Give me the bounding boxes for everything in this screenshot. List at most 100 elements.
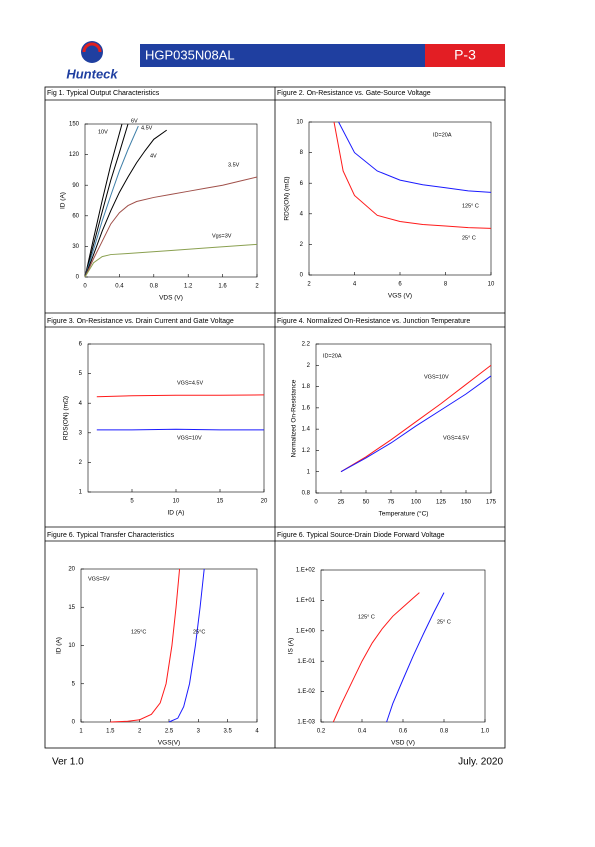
x-tick-label: 1.0 [481, 729, 490, 735]
y-tick-label: 6 [300, 181, 304, 187]
series-line [338, 121, 492, 193]
series-line [84, 176, 258, 278]
x-tick-label: 0 [83, 284, 87, 290]
x-tick-label: 125 [436, 500, 447, 506]
grid-frame [44, 86, 506, 749]
y-tick-label: 15 [68, 605, 75, 611]
series-label: 25° C [437, 619, 451, 625]
y-axis-label: RDS(ON) (mΩ) [63, 396, 70, 440]
y-tick-label: 0.8 [302, 491, 311, 497]
x-tick-label: 3.5 [223, 729, 232, 735]
series-line [84, 243, 258, 278]
y-tick-label: 30 [72, 244, 79, 250]
x-tick-label: 5 [130, 499, 134, 505]
y-axis-label: ID (A) [60, 192, 67, 209]
series-line [168, 568, 205, 723]
series-label: VGS=10V [177, 435, 202, 441]
plot-frame [320, 569, 486, 723]
y-tick-label: 1.8 [302, 384, 311, 390]
series-line [110, 568, 181, 723]
series-line [84, 125, 139, 278]
x-tick-label: 1.6 [218, 284, 227, 290]
annotation: ID=20A [323, 353, 342, 359]
y-tick-label: 150 [69, 122, 80, 128]
y-tick-label: 5 [79, 371, 83, 377]
header-bar [140, 44, 425, 67]
y-tick-label: 2 [300, 242, 304, 248]
y-tick-label: 2.2 [302, 342, 311, 348]
y-tick-label: 10 [296, 120, 303, 126]
y-tick-label: 3 [79, 430, 83, 436]
plot-frame [87, 343, 265, 493]
y-tick-label: 1.E-01 [297, 659, 315, 665]
x-tick-label: 10 [173, 499, 180, 505]
y-tick-label: 1.4 [302, 427, 311, 433]
y-tick-label: 1.E-03 [297, 720, 315, 726]
series-line [96, 394, 265, 398]
plot-frame [84, 123, 258, 278]
series-label: 3.5V [228, 162, 240, 168]
x-tick-label: 0.8 [150, 284, 159, 290]
x-tick-label: 4 [255, 729, 259, 735]
series-label: VGS=10V [424, 374, 449, 380]
x-axis-label: VDS (V) [159, 295, 183, 302]
x-tick-label: 2 [255, 284, 259, 290]
plot-frame [308, 121, 492, 276]
series-label: 6V [131, 118, 138, 124]
x-tick-label: 8 [444, 282, 448, 288]
chart-title: Figure 6. Typical Transfer Characteristi… [47, 532, 175, 539]
x-tick-label: 1 [79, 729, 83, 735]
y-tick-label: 120 [69, 152, 80, 158]
y-tick-label: 1 [307, 469, 311, 475]
y-tick-label: 1.E+00 [296, 628, 316, 634]
x-tick-label: 20 [261, 499, 268, 505]
series-line [84, 123, 129, 278]
x-axis-label: Temperature (°C) [379, 510, 429, 518]
chart-title: Fig 1. Typical Output Characteristics [47, 90, 160, 97]
x-tick-label: 3 [197, 729, 201, 735]
y-tick-label: 0 [76, 275, 80, 281]
plot-frame [315, 343, 492, 494]
y-tick-label: 1.2 [302, 448, 311, 454]
x-tick-label: 2 [138, 729, 142, 735]
y-tick-label: 2 [79, 460, 83, 466]
x-tick-label: 6 [398, 282, 402, 288]
annotation: ID=20A [433, 132, 452, 138]
x-tick-label: 2.5 [165, 729, 174, 735]
series-label: 125° C [358, 614, 375, 620]
chart-title: Figure 6. Typical Source-Drain Diode For… [277, 532, 445, 539]
y-axis-label: IS (A) [288, 638, 295, 655]
annotation: VGS=5V [88, 576, 110, 582]
series-label: 4.5V [141, 125, 153, 131]
series-line [96, 428, 264, 431]
x-axis-label: VSD (V) [391, 740, 415, 747]
y-tick-label: 4 [300, 211, 304, 217]
logo: Hunteck [66, 41, 118, 81]
y-tick-label: 5 [72, 681, 76, 687]
x-tick-label: 1.2 [184, 284, 193, 290]
x-tick-label: 4 [353, 282, 357, 288]
y-tick-label: 60 [72, 213, 79, 219]
y-tick-label: 90 [72, 183, 79, 189]
date: July. 2020 [458, 757, 503, 768]
x-tick-label: 50 [363, 500, 370, 506]
series-line [333, 121, 492, 229]
chart-title: Figure 3. On-Resistance vs. Drain Curren… [47, 318, 234, 325]
x-axis-label: VGS (V) [388, 293, 412, 300]
version: Ver 1.0 [52, 757, 84, 768]
x-tick-label: 0 [314, 500, 318, 506]
x-tick-label: 10 [488, 282, 495, 288]
logo-text: Hunteck [66, 66, 118, 81]
y-tick-label: 0 [72, 720, 76, 726]
series-line [84, 129, 167, 278]
x-tick-label: 25 [338, 500, 345, 506]
y-tick-label: 20 [68, 567, 75, 573]
plot-frame [80, 568, 258, 723]
y-tick-label: 2 [307, 363, 311, 369]
series-label: VGS=4.5V [177, 380, 203, 386]
y-axis-label: ID (A) [56, 637, 63, 654]
y-tick-label: 1 [79, 490, 83, 496]
x-tick-label: 150 [461, 500, 472, 506]
